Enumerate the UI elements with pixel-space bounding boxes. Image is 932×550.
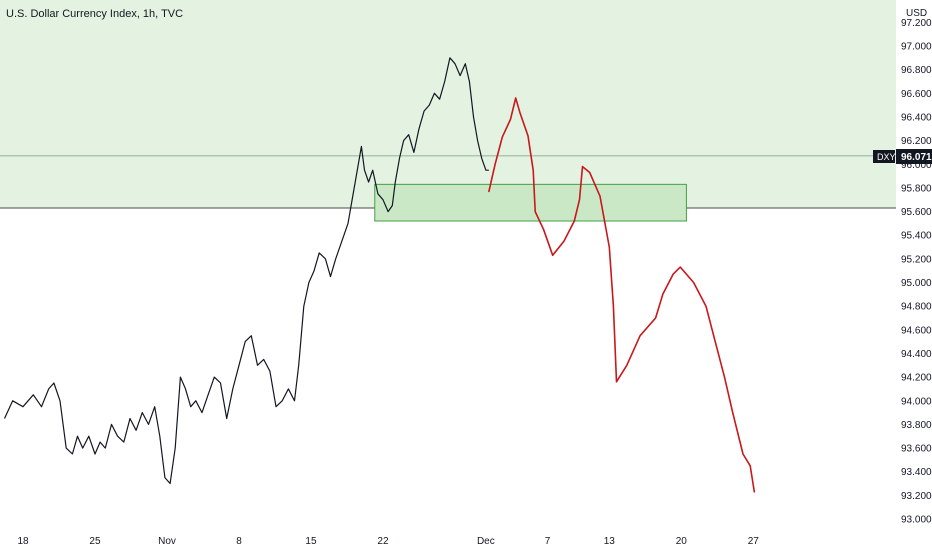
y-tick-label: 95.600 — [901, 207, 932, 218]
y-tick-label: 96.400 — [901, 112, 932, 123]
chart-title: U.S. Dollar Currency Index, 1h, TVC — [6, 8, 183, 20]
y-tick-label: 95.800 — [901, 183, 932, 194]
x-tick-label: Dec — [477, 536, 495, 547]
y-tick-label: 95.200 — [901, 254, 932, 265]
symbol-tag-label: DXY — [877, 152, 896, 162]
projection-path[interactable] — [488, 97, 756, 493]
y-tick-label: 96.600 — [901, 89, 932, 100]
last-price-label: 96.071 — [901, 152, 932, 163]
time-axis[interactable]: 18 25 Nov 8 15 22 Dec 7 13 20 27 — [17, 536, 759, 547]
x-tick-label: 27 — [748, 536, 760, 547]
y-tick-label: 96.000 — [901, 160, 932, 171]
x-tick-label: 20 — [676, 536, 688, 547]
x-tick-label: Nov — [158, 536, 176, 547]
y-tick-label: 93.200 — [901, 491, 932, 502]
y-tick-label: 95.400 — [901, 231, 932, 242]
y-tick-label: 97.000 — [901, 42, 932, 53]
y-tick-label: 97.200 — [901, 18, 932, 29]
currency-label: USD — [906, 8, 927, 19]
x-tick-label: 22 — [377, 536, 389, 547]
y-tick-label: 93.600 — [901, 444, 932, 455]
y-tick-label: 94.400 — [901, 349, 932, 360]
y-tick-label: 93.400 — [901, 467, 932, 478]
price-series-line — [3, 57, 489, 485]
y-tick-label: 95.000 — [901, 278, 932, 289]
y-tick-label: 94.800 — [901, 302, 932, 313]
x-tick-label: 8 — [236, 536, 242, 547]
supply-zone — [0, 0, 896, 209]
price-axis[interactable]: 97.200 97.000 96.800 96.600 96.400 96.200 96.0… — [901, 18, 932, 526]
x-tick-label: 25 — [89, 536, 101, 547]
y-tick-label: 96.800 — [901, 65, 932, 76]
y-tick-label: 93.800 — [901, 420, 932, 431]
symbol-tag: DXY — [873, 150, 896, 163]
last-price-tag: 96.071 — [896, 149, 932, 164]
x-tick-label: 15 — [305, 536, 317, 547]
demand-box[interactable] — [374, 183, 687, 222]
x-tick-label: 7 — [545, 536, 551, 547]
y-tick-label: 94.600 — [901, 325, 932, 336]
y-tick-label: 94.000 — [901, 396, 932, 407]
y-tick-label: 94.200 — [901, 373, 932, 384]
y-tick-label: 93.000 — [901, 515, 932, 526]
y-tick-label: 96.200 — [901, 136, 932, 147]
x-tick-label: 13 — [604, 536, 616, 547]
x-tick-label: 18 — [17, 536, 29, 547]
